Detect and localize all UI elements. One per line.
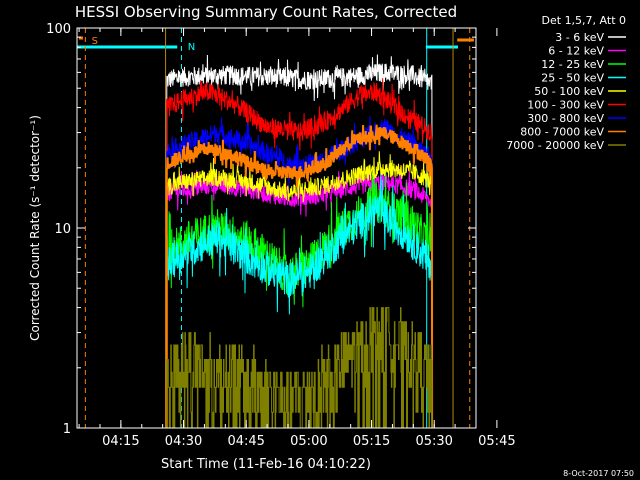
legend-entry-label: 800 - 7000 keV [520, 126, 604, 139]
marker-labels: SN [92, 36, 196, 53]
chart-title: HESSI Observing Summary Count Rates, Cor… [75, 3, 457, 21]
x-tick-label: 04:15 [102, 434, 139, 449]
legend-entry-label: 6 - 12 keV [548, 45, 604, 58]
footer-timestamp: 8-Oct-2017 07:50 [563, 469, 634, 478]
legend-entry-label: 12 - 25 keV [541, 58, 604, 71]
x-tick-label: 04:30 [165, 434, 202, 449]
x-tick-label: 05:30 [415, 434, 452, 449]
series-line-6 [166, 78, 433, 429]
legend-entry-label: 100 - 300 keV [527, 99, 604, 112]
flag-bars [77, 36, 474, 49]
series-lines [165, 54, 434, 429]
legend-entry-label: 50 - 100 keV [534, 85, 604, 98]
series-line-9 [166, 307, 433, 429]
x-tick-label: 05:15 [353, 434, 390, 449]
legend-title: Det 1,5,7, Att 0 [542, 14, 626, 27]
legend-entry-label: 7000 - 20000 keV [506, 139, 604, 152]
y-tick-label: 100 [46, 22, 71, 37]
marker-label: S [92, 36, 98, 47]
legend-entry-label: 3 - 6 keV [555, 31, 604, 44]
series-line-4 [166, 173, 433, 429]
x-axis-label: Start Time (11-Feb-16 04:10:22) [161, 457, 371, 472]
y-tick-label: 10 [54, 222, 71, 237]
marker-label: N [188, 42, 195, 53]
y-axis-label: Corrected Count Rate (s⁻¹ detector⁻¹) [28, 115, 42, 341]
legend-entry-label: 300 - 800 keV [527, 112, 604, 125]
y-tick-label: 1 [63, 422, 71, 437]
legend-entry-label: 25 - 50 keV [541, 72, 604, 85]
x-tick-label: 05:45 [478, 434, 515, 449]
series-line-8 [165, 124, 434, 429]
x-tick-label: 04:45 [227, 434, 264, 449]
axes: 04:15 04:30 04:45 05:00 05:15 05:30 05:45 1 10 10… [46, 22, 515, 449]
x-tick-label: 05:00 [290, 434, 327, 449]
series-line-1 [166, 54, 433, 429]
